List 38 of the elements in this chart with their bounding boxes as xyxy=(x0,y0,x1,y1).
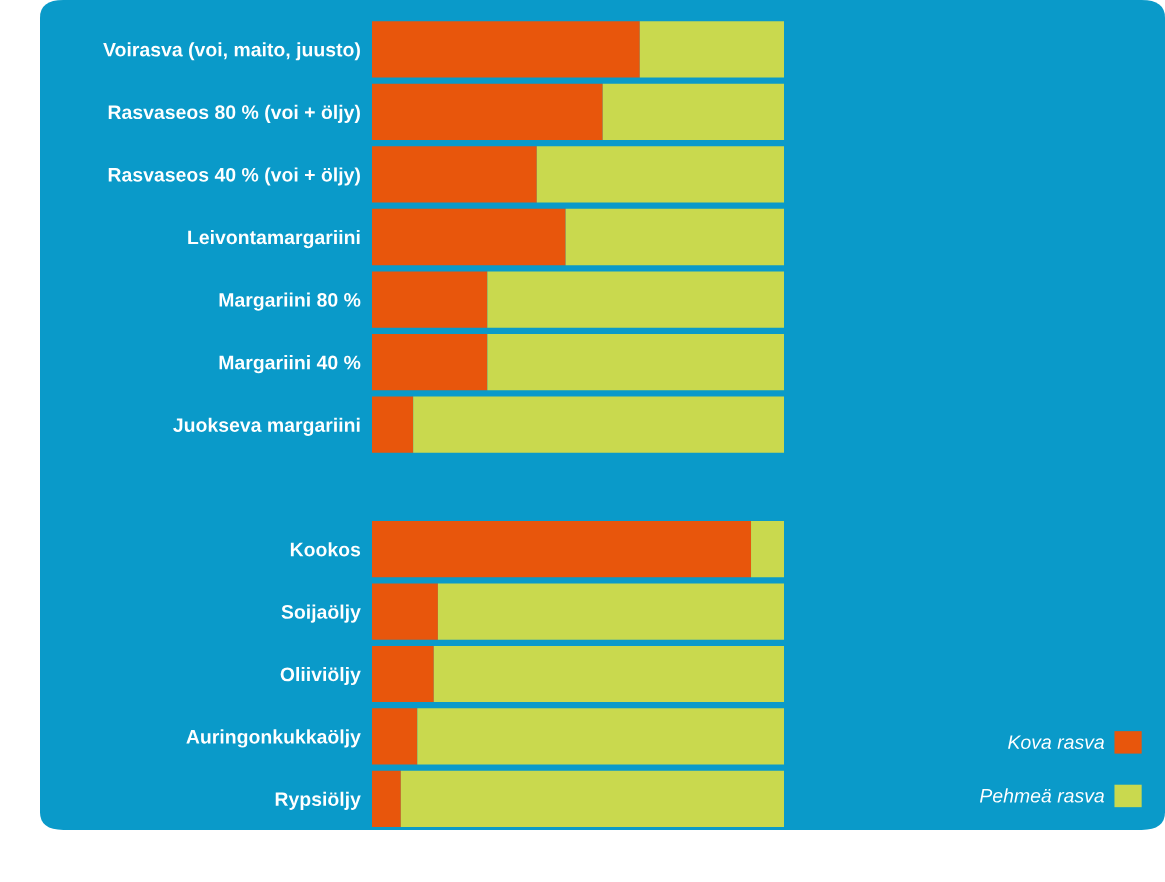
y-tick-label: Auringonkukkaöljy xyxy=(186,729,361,748)
y-tick-label: Kookos xyxy=(290,542,361,557)
bar xyxy=(372,83,603,141)
bar xyxy=(417,708,784,765)
y-tick-label: Voirasva (voi, maito, juusto) xyxy=(103,42,360,61)
bar xyxy=(437,583,784,640)
y-tick-label: Rypsiöljy xyxy=(275,791,361,810)
bar xyxy=(565,208,784,266)
bar xyxy=(536,146,784,203)
bar xyxy=(602,83,784,141)
y-tick-label: Oliiviöljy xyxy=(280,666,361,686)
y-tick-label: Juokseva margariini xyxy=(173,417,360,436)
bar xyxy=(372,521,752,578)
bar xyxy=(372,770,401,827)
bar xyxy=(487,333,784,391)
bar xyxy=(372,396,414,453)
bar xyxy=(372,645,434,703)
bar xyxy=(372,146,537,203)
legend-label: Kova rasva xyxy=(1008,735,1105,750)
y-tick-label: Rasvaseos 80 % (voi + öljy) xyxy=(108,104,360,123)
bar xyxy=(372,333,488,391)
y-tick-label: Rasvaseos 40 % (voi + öljy) xyxy=(108,167,360,186)
bar xyxy=(372,583,438,640)
bar xyxy=(400,770,784,827)
bar xyxy=(433,645,784,703)
y-tick-label: Margariini 40 % xyxy=(219,355,361,374)
legend-label: Pehmeä rasva xyxy=(979,788,1105,803)
bar xyxy=(372,21,640,78)
y-tick-label: Soijaöljy xyxy=(281,604,361,623)
bar xyxy=(639,21,784,78)
bar xyxy=(751,521,784,578)
bar xyxy=(413,396,784,453)
bar xyxy=(372,208,566,266)
y-tick-label: Margariini 80 % xyxy=(219,292,361,311)
y-tick-label: Leivontamargariini xyxy=(188,229,360,249)
bar xyxy=(372,271,488,328)
bar xyxy=(487,271,784,328)
bar xyxy=(372,708,418,765)
